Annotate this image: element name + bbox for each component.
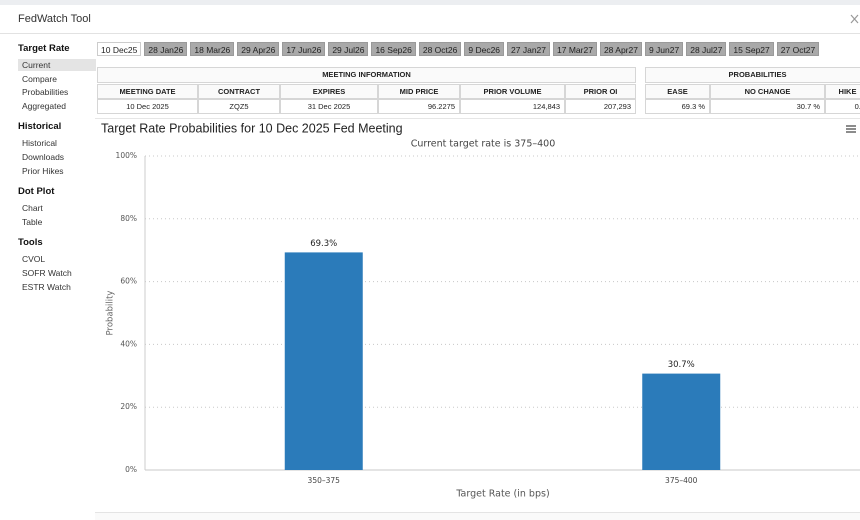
y-tick-label: 20% (120, 402, 137, 411)
column-header: HIKE (825, 84, 860, 99)
sidebar-item[interactable]: SOFR Watch (22, 268, 72, 278)
sidebar-item[interactable]: Current (18, 59, 96, 71)
meeting-tab[interactable]: 17 Mar27 (553, 42, 597, 56)
table-cell: 0.0 (825, 99, 860, 114)
sidebar-heading: Dot Plot (18, 186, 55, 198)
meeting-tabs: 10 Dec25 28 Jan26 18 Mar26 29 Apr26 17 Jun26… (97, 42, 820, 56)
column-header: EXPIRES (280, 84, 378, 99)
column-header: PRIOR OI (565, 84, 636, 99)
column-header: EASE (645, 84, 710, 99)
chart-title: Target Rate Probabilities for 10 Dec 202… (101, 121, 403, 135)
chart: Target Rate Probabilities for 10 Dec 202… (101, 121, 860, 500)
menu-icon[interactable] (846, 125, 856, 133)
meeting-tab[interactable]: 18 Mar26 (190, 42, 235, 56)
sidebar-item[interactable]: Compare (22, 73, 57, 84)
sidebar-item[interactable]: Downloads (22, 152, 65, 162)
sidebar-item[interactable]: Prior Hikes (22, 165, 64, 176)
meeting-tab[interactable]: 27 Jan27 (507, 42, 551, 56)
table-cell: 69.3 % (645, 99, 710, 114)
column-header: NO CHANGE (710, 84, 825, 99)
group-header: PROBABILITIES (645, 67, 860, 83)
tool-title: FedWatch Tool (18, 13, 91, 25)
table-cell: 31 Dec 2025 (280, 99, 378, 114)
bar (642, 373, 721, 470)
column-header: PRIOR VOLUME (460, 84, 565, 99)
table-cell: ZQZ5 (198, 99, 280, 114)
sidebar-item[interactable]: Table (22, 216, 43, 227)
meeting-tab[interactable]: 27 Oct27 (776, 42, 820, 56)
group-header: MEETING INFORMATION (97, 67, 636, 83)
column-header: MID PRICE (378, 84, 460, 99)
bar (284, 252, 363, 470)
data-label: 30.7% (668, 360, 695, 370)
sidebar-item[interactable]: CVOL (22, 254, 46, 265)
meeting-tab[interactable]: 29 Apr26 (237, 42, 280, 56)
meeting-tab[interactable]: 28 Jan26 (144, 42, 188, 56)
sidebar-item[interactable]: Historical (22, 138, 57, 149)
y-tick-label: 40% (120, 339, 137, 348)
chart-subtitle: Current target rate is 375–400 (411, 139, 556, 150)
sidebar-item[interactable]: Probabilities (22, 87, 69, 98)
meeting-tab[interactable]: 15 Sep27 (729, 42, 774, 56)
column-header: MEETING DATE (97, 84, 198, 99)
close-button[interactable] (850, 14, 859, 24)
meeting-tab[interactable]: 28 Oct26 (418, 42, 462, 56)
meeting-tab[interactable]: 9 Jun27 (644, 42, 684, 56)
y-tick-label: 80% (120, 214, 137, 223)
x-axis-title: Target Rate (in bps) (455, 489, 549, 500)
sidebar-heading: Target Rate (18, 43, 70, 54)
table-cell: 30.7 % (710, 99, 825, 114)
top-strip (0, 0, 860, 5)
table-cell: 207,293 (565, 99, 636, 114)
sidebar-item[interactable]: Chart (22, 203, 43, 214)
footer-strip (95, 512, 860, 520)
y-axis-title: Probability (106, 291, 116, 336)
sidebar-heading: Historical (18, 121, 62, 133)
meeting-tab[interactable]: 16 Sep26 (371, 42, 416, 56)
y-tick-label: 60% (120, 277, 137, 286)
meeting-tab[interactable]: 29 Jul26 (328, 42, 369, 56)
chart-panel: Target Rate Probabilities for 10 Dec 202… (95, 118, 860, 506)
y-tick-label: 100% (116, 151, 137, 160)
table-cell: 124,843 (460, 99, 565, 114)
sidebar-item[interactable]: ESTR Watch (22, 281, 71, 292)
header: FedWatch Tool (0, 5, 860, 34)
meeting-tab[interactable]: 9 Dec26 (464, 42, 505, 56)
meeting-tab[interactable]: 28 Apr27 (599, 42, 642, 56)
sidebar-item[interactable]: Aggregated (22, 100, 66, 111)
meeting-tab[interactable]: 10 Dec25 (97, 42, 142, 56)
data-label: 69.3% (310, 239, 337, 249)
table-cell: 10 Dec 2025 (97, 99, 198, 114)
meeting-tab[interactable]: 17 Jun26 (282, 42, 326, 56)
meeting-tab[interactable]: 28 Jul27 (686, 42, 727, 56)
table-cell: 96.2275 (378, 99, 460, 114)
x-tick-label: 375–400 (665, 476, 698, 485)
y-tick-label: 0% (125, 465, 137, 474)
column-header: CONTRACT (198, 84, 280, 99)
x-tick-label: 350–375 (308, 476, 341, 485)
sidebar-heading: Tools (18, 237, 43, 249)
